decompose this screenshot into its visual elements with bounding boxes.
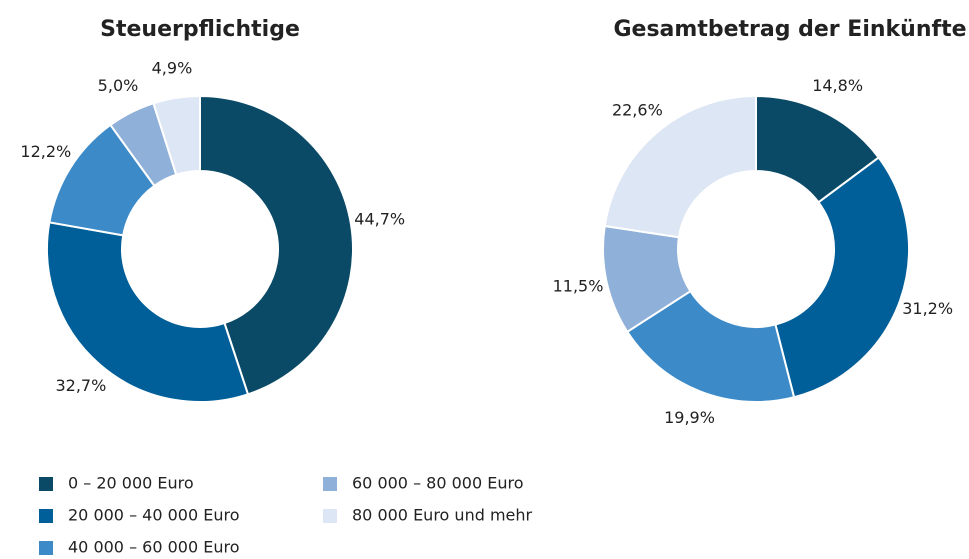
- donut-slice: [199, 94, 354, 396]
- data-label: 4,9%: [152, 59, 193, 78]
- data-label: 19,9%: [664, 408, 715, 427]
- legend-label: 20 000 – 40 000 Euro: [68, 506, 240, 525]
- legend-label: 0 – 20 000 Euro: [68, 474, 194, 493]
- legend-swatch: [39, 541, 53, 555]
- data-label: 44,7%: [354, 210, 405, 229]
- chart-title: Steuerpflichtige: [100, 17, 300, 42]
- data-label: 22,6%: [612, 100, 663, 119]
- data-label: 11,5%: [553, 277, 604, 296]
- donut-slice: [603, 94, 757, 239]
- legend-swatch: [323, 477, 337, 491]
- data-label: 5,0%: [98, 76, 139, 95]
- donut-slice: [152, 94, 201, 176]
- data-label: 31,2%: [902, 299, 953, 318]
- data-label: 14,8%: [812, 76, 863, 95]
- chart-title: Gesamtbetrag der Einkünfte: [613, 17, 966, 42]
- legend-label: 40 000 – 60 000 Euro: [68, 538, 240, 556]
- data-label: 32,7%: [55, 376, 106, 395]
- legend-swatch: [39, 509, 53, 523]
- legend-swatch: [323, 509, 337, 523]
- legend-label: 60 000 – 80 000 Euro: [352, 474, 524, 493]
- legend-label: 80 000 Euro und mehr: [352, 506, 533, 525]
- data-label: 12,2%: [20, 142, 71, 161]
- donut-slice: [625, 289, 796, 403]
- donut-slice: [46, 221, 250, 403]
- donut-slice: [774, 156, 910, 399]
- legend-swatch: [39, 477, 53, 491]
